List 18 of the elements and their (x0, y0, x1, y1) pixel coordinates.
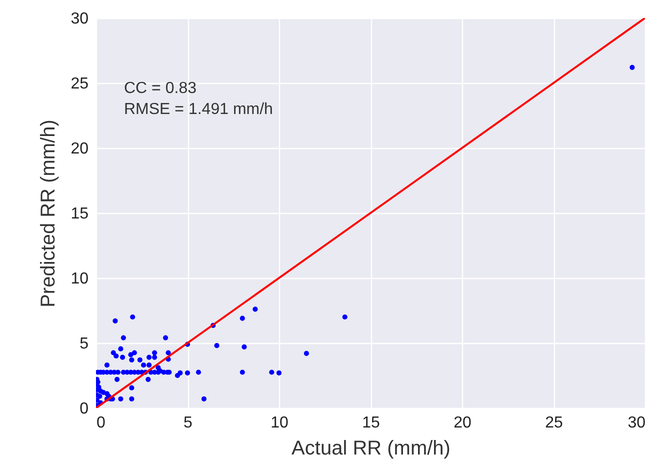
y-tick-label: 20 (70, 140, 89, 158)
y-axis-title: Predicted RR (mm/h) (38, 120, 60, 308)
annotation: CC = 0.83 (124, 80, 197, 97)
x-tick-label: 30 (628, 414, 646, 432)
x-axis-title: Actual RR (mm/h) (292, 438, 450, 460)
y-tick-label: 0 (80, 400, 89, 418)
x-tick-label: 15 (362, 414, 380, 432)
y-tick-label: 5 (80, 336, 89, 352)
x-tick-label: 20 (454, 414, 472, 432)
y-tick-label: 15 (70, 206, 89, 222)
annotation: RMSE = 1.491 mm/h (124, 101, 273, 118)
y-tick-label: 25 (70, 76, 89, 92)
x-tick-label: 5 (184, 414, 193, 432)
x-tick-label: 10 (270, 414, 288, 432)
y-tick-label: 10 (70, 270, 89, 288)
y-tick-label: 30 (70, 10, 89, 28)
x-tick-label: 25 (545, 414, 563, 432)
x-tick-label: 0 (96, 414, 106, 432)
